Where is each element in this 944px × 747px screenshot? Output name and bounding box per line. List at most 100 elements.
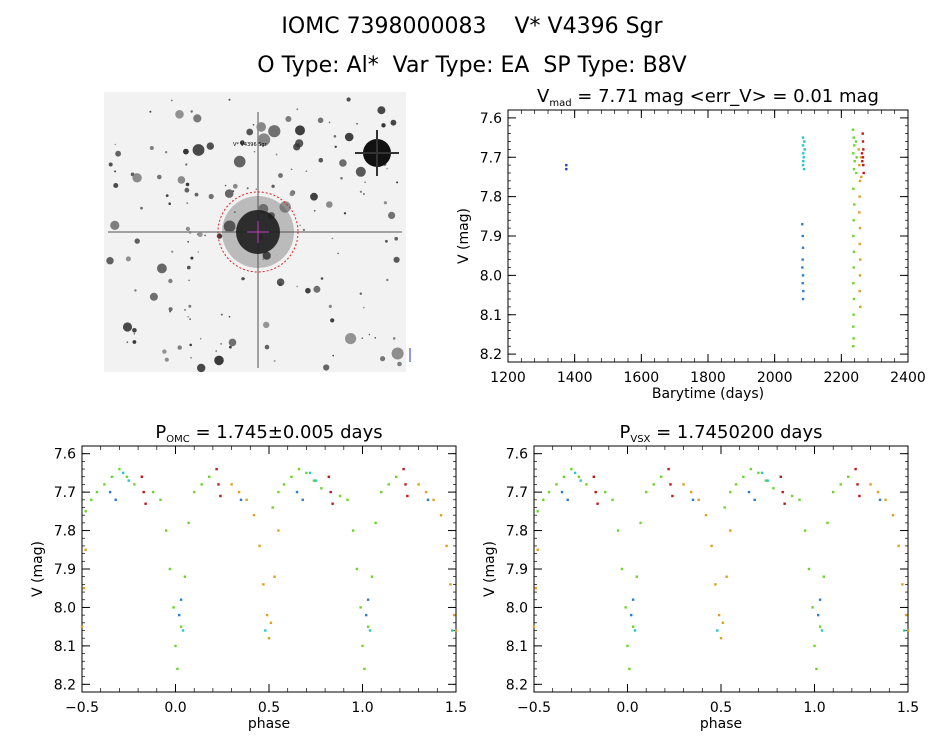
data-point (566, 498, 569, 501)
data-point (84, 548, 87, 551)
data-point (252, 514, 256, 517)
data-point (858, 195, 861, 198)
data-point (858, 274, 862, 277)
data-point (858, 226, 862, 230)
data-point (862, 163, 865, 167)
star (394, 236, 399, 241)
data-point (295, 490, 299, 494)
star (197, 231, 203, 237)
data-point (860, 175, 863, 179)
y-axis-label: V (mag) (482, 541, 498, 597)
star (140, 206, 143, 210)
x-tick-label: −0.5 (65, 700, 99, 716)
data-point (852, 297, 856, 301)
star (356, 122, 358, 125)
star (386, 167, 388, 170)
x-tick-label: 2200 (824, 370, 860, 386)
data-point (346, 498, 349, 501)
light-curve-plot: 7.6 7.7 7.8 7.9 8.0 8.1 8.2 1200 1400 1600 1800 200… (456, 86, 926, 402)
data-point (118, 467, 121, 471)
data-point (801, 297, 805, 301)
data-point (861, 156, 865, 159)
data-point (635, 575, 638, 578)
data-point (633, 629, 637, 632)
data-point (562, 475, 566, 478)
star (264, 344, 270, 350)
star (279, 201, 291, 213)
data-point (536, 510, 539, 513)
data-point (781, 490, 784, 494)
x-tick-label: 0.0 (616, 700, 638, 716)
data-point (565, 167, 568, 171)
star (275, 153, 278, 156)
star (262, 258, 264, 261)
star (268, 125, 281, 138)
data-point (862, 171, 865, 175)
star (317, 117, 324, 124)
data-point (628, 667, 631, 671)
data-point (451, 629, 454, 632)
y-tick-label: 7.8 (480, 190, 502, 206)
star (276, 278, 285, 287)
star (169, 310, 172, 313)
star (257, 133, 271, 146)
star (188, 304, 192, 308)
star (184, 309, 186, 311)
data-point (904, 613, 908, 617)
data-point (592, 475, 595, 478)
data-point (851, 128, 855, 131)
data-point (839, 483, 842, 486)
y-tick-label: 8.1 (480, 308, 502, 324)
data-point (103, 483, 106, 486)
star (263, 321, 270, 329)
data-point (187, 521, 190, 525)
data-point (208, 475, 211, 478)
data-point (854, 467, 857, 471)
data-point (178, 613, 181, 617)
data-point (742, 475, 745, 478)
star (255, 188, 258, 190)
data-point (852, 234, 855, 238)
plot-title: POMC = 1.745±0.005 days (155, 422, 382, 445)
data-point (181, 629, 185, 632)
star (241, 277, 245, 281)
data-point (630, 613, 633, 617)
y-tick-label: 7.8 (54, 524, 76, 540)
star (110, 220, 120, 230)
star (132, 340, 137, 344)
star (313, 285, 321, 293)
data-point (277, 490, 280, 494)
star (252, 124, 255, 126)
data-point (704, 514, 708, 517)
star (362, 306, 365, 309)
data-point (861, 132, 864, 135)
data-point (140, 475, 143, 478)
data-point (555, 483, 558, 486)
data-point (725, 575, 728, 578)
data-point (193, 490, 196, 494)
data-point (802, 160, 805, 163)
y-tick-label: 7.8 (506, 524, 528, 540)
data-point (802, 289, 805, 293)
data-point (179, 625, 183, 628)
star (206, 142, 214, 150)
data-point (852, 136, 855, 139)
data-point (861, 140, 865, 143)
star (396, 181, 399, 184)
data-point (753, 498, 756, 501)
data-point (667, 467, 670, 471)
data-point (536, 548, 539, 551)
data-point (626, 644, 629, 648)
data-point (859, 305, 862, 309)
star (189, 343, 192, 347)
star (214, 355, 224, 366)
star (228, 315, 231, 318)
data-point (779, 475, 782, 478)
x-tick-label: 1800 (690, 370, 726, 386)
star (106, 257, 114, 265)
data-point (406, 494, 409, 498)
star (232, 183, 238, 189)
phase-plot-vsx: 7.6 7.7 7.8 7.9 8.0 8.1 8.2 −0.5 0.0 0.5 1.0 1.5 pha… (482, 422, 919, 732)
x-tick-label: 0.5 (258, 700, 280, 716)
star (126, 341, 129, 344)
